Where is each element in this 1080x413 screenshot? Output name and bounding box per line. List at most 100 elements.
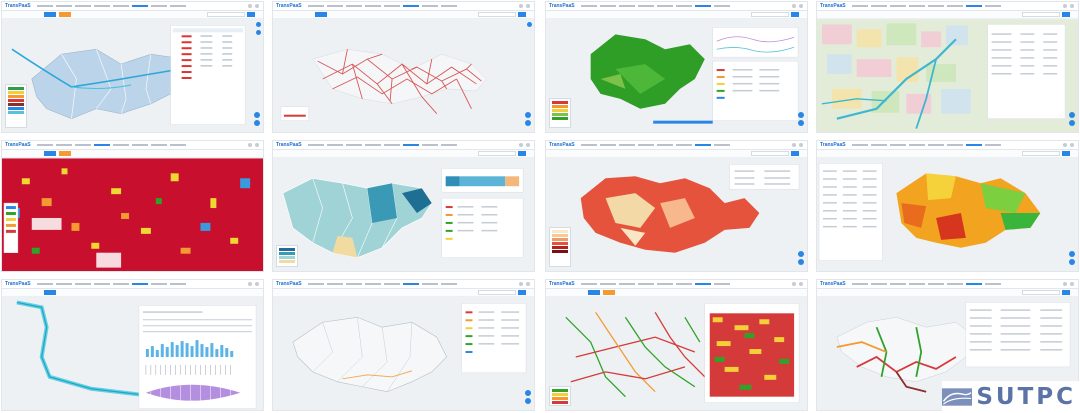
filter-button[interactable]	[44, 151, 56, 156]
zoom-in-icon	[1069, 112, 1075, 118]
filter-button[interactable]	[588, 290, 600, 295]
header-icons[interactable]	[248, 282, 259, 286]
map-canvas[interactable]	[2, 297, 263, 411]
map-canvas[interactable]	[2, 158, 263, 272]
header-icons[interactable]	[248, 4, 259, 8]
zoom-controls[interactable]	[1069, 112, 1075, 126]
filter-button[interactable]	[44, 290, 56, 295]
panel-red-heat[interactable]: TransPaaS	[545, 140, 808, 272]
map-canvas[interactable]	[817, 158, 1078, 272]
zoom-controls[interactable]	[525, 390, 531, 404]
nav-menu[interactable]	[307, 283, 457, 285]
sub-toolbar	[2, 150, 263, 158]
export-button[interactable]	[603, 290, 615, 295]
search-icon[interactable]	[518, 290, 526, 295]
nav-menu[interactable]	[307, 144, 457, 146]
top-nav: TransPaaS	[2, 280, 263, 289]
top-nav: TransPaaS	[273, 2, 534, 11]
map-canvas[interactable]	[273, 19, 534, 133]
map-canvas[interactable]	[273, 297, 534, 411]
panel-outline-table[interactable]: TransPaaS	[272, 279, 535, 411]
nav-menu[interactable]	[307, 5, 457, 7]
sub-toolbar	[546, 289, 807, 297]
nav-menu[interactable]	[851, 144, 1001, 146]
map-canvas[interactable]	[273, 158, 534, 272]
search-input[interactable]	[1022, 12, 1060, 17]
nav-menu[interactable]	[36, 5, 186, 7]
top-nav: TransPaaS	[546, 280, 807, 289]
nav-menu[interactable]	[580, 283, 730, 285]
search-input[interactable]	[478, 290, 516, 295]
panel-route-charts[interactable]: TransPaaS	[1, 279, 264, 411]
sub-toolbar	[2, 289, 263, 297]
panel-teal-choropleth[interactable]: TransPaaS	[272, 140, 535, 272]
header-icons[interactable]	[519, 4, 530, 8]
map-canvas[interactable]	[817, 19, 1078, 133]
search-icon[interactable]	[518, 12, 526, 17]
brand-watermark: SUTPC	[942, 381, 1080, 413]
search-input[interactable]	[1022, 151, 1060, 156]
search-icon[interactable]	[1062, 12, 1070, 17]
zoom-controls[interactable]	[798, 112, 804, 126]
search-icon[interactable]	[791, 12, 799, 17]
map-canvas[interactable]	[546, 297, 807, 411]
search-icon[interactable]	[791, 151, 799, 156]
nav-menu[interactable]	[36, 144, 186, 146]
top-nav: TransPaaS	[273, 280, 534, 289]
nav-menu[interactable]	[851, 5, 1001, 7]
map-canvas[interactable]	[546, 19, 807, 133]
map-tools[interactable]	[256, 22, 261, 35]
sub-toolbar	[546, 150, 807, 158]
header-icons[interactable]	[792, 4, 803, 8]
sub-toolbar	[273, 289, 534, 297]
panel-network-flow[interactable]: TransPaaS	[272, 1, 535, 133]
search-icon[interactable]	[518, 151, 526, 156]
search-icon[interactable]	[247, 12, 255, 17]
search-input[interactable]	[751, 151, 789, 156]
zoom-in-icon	[525, 112, 531, 118]
app-logo: TransPaaS	[549, 3, 575, 9]
header-icons[interactable]	[792, 282, 803, 286]
filter-button[interactable]	[44, 12, 56, 17]
header-icons[interactable]	[792, 143, 803, 147]
panel-orange-green[interactable]: TransPaaS	[816, 140, 1079, 272]
search-input[interactable]	[751, 12, 789, 17]
panel-land-use[interactable]: TransPaaS	[816, 1, 1079, 133]
top-nav: TransPaaS	[546, 141, 807, 150]
zoom-controls[interactable]	[798, 251, 804, 265]
map-tools[interactable]	[527, 22, 532, 27]
header-icons[interactable]	[1063, 282, 1074, 286]
zoom-controls[interactable]	[525, 112, 531, 126]
search-icon[interactable]	[1062, 290, 1070, 295]
map-canvas[interactable]	[817, 297, 1078, 411]
map-tool-icon	[527, 22, 532, 27]
search-icon[interactable]	[1062, 151, 1070, 156]
nav-menu[interactable]	[580, 144, 730, 146]
header-icons[interactable]	[248, 143, 259, 147]
app-logo: TransPaaS	[5, 142, 31, 148]
search-input[interactable]	[1022, 290, 1060, 295]
header-icons[interactable]	[519, 282, 530, 286]
header-icons[interactable]	[1063, 143, 1074, 147]
filter-button[interactable]	[315, 12, 327, 17]
search-input[interactable]	[478, 151, 516, 156]
panel-heat-grid[interactable]: TransPaaS	[1, 140, 264, 272]
map-canvas[interactable]	[2, 19, 263, 133]
search-input[interactable]	[478, 12, 516, 17]
panel-road-network[interactable]: TransPaaS	[545, 279, 808, 411]
nav-menu[interactable]	[851, 283, 1001, 285]
panel-green-grid[interactable]: TransPaaS	[545, 1, 808, 133]
search-input[interactable]	[207, 12, 245, 17]
zoom-controls[interactable]	[254, 112, 260, 126]
nav-menu[interactable]	[36, 283, 186, 285]
map-tool-icon	[256, 22, 261, 27]
header-icons[interactable]	[1063, 4, 1074, 8]
panel-district-flow[interactable]: TransPaaS	[1, 1, 264, 133]
export-button[interactable]	[59, 151, 71, 156]
header-icons[interactable]	[519, 143, 530, 147]
zoom-controls[interactable]	[1069, 251, 1075, 265]
export-button[interactable]	[59, 12, 71, 17]
zoom-in-icon	[798, 251, 804, 257]
nav-menu[interactable]	[580, 5, 730, 7]
map-canvas[interactable]	[546, 158, 807, 272]
